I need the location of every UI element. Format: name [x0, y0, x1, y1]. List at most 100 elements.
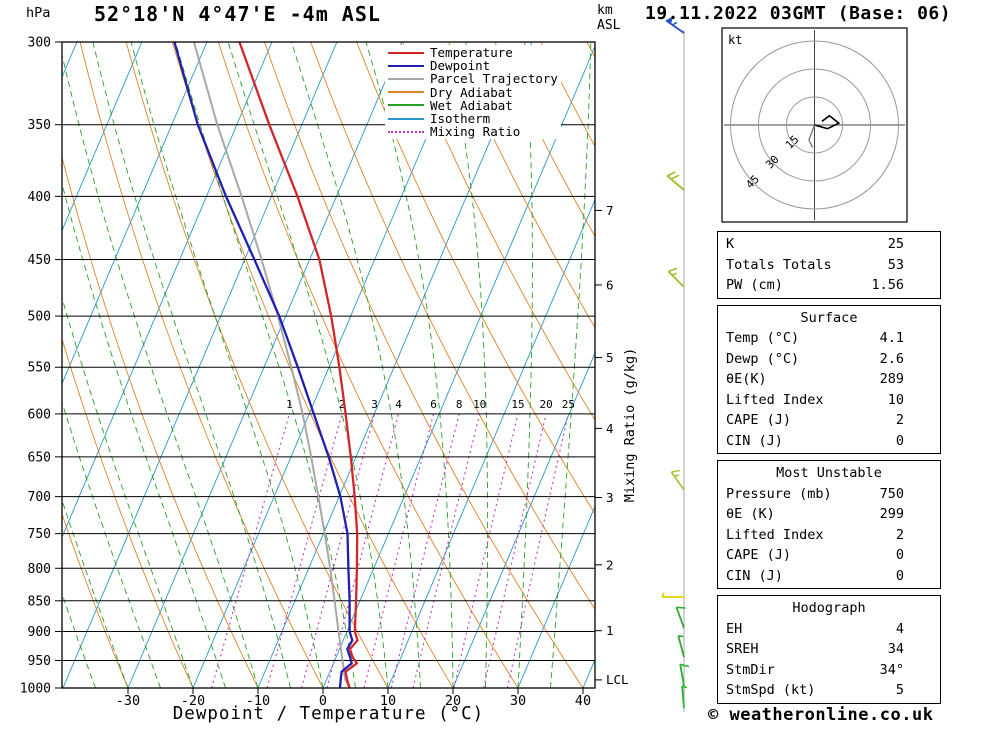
- legend-item: Temperature: [388, 45, 558, 61]
- legend-swatch-mixing-ratio: [388, 130, 424, 133]
- chart-border: [61, 41, 596, 689]
- stat-label: CAPE (J): [726, 547, 792, 563]
- stat-label: θE (K): [726, 506, 775, 522]
- svg-text:550: 550: [28, 361, 51, 376]
- stat-value: 750: [879, 485, 904, 502]
- svg-text:5: 5: [606, 350, 614, 365]
- stat-label: Totals Totals: [726, 256, 832, 273]
- stat-value: 2: [895, 412, 904, 428]
- legend-item: Wet Adiabat: [388, 98, 558, 113]
- hodograph-unit-label: kt: [728, 33, 742, 47]
- svg-text:1: 1: [606, 623, 614, 638]
- stat-value: 289: [879, 371, 904, 387]
- svg-text:6: 6: [606, 277, 614, 292]
- stat-row: θE(K) 289: [726, 369, 932, 390]
- svg-text:0: 0: [319, 693, 327, 709]
- svg-text:850: 850: [28, 594, 51, 609]
- stat-label: Dewp (°C): [726, 350, 800, 367]
- stat-value: 25: [887, 236, 904, 252]
- legend-swatch-isotherm: [388, 117, 424, 120]
- temperature-ticks: -30 -20 -10 0 10 20 30 40: [116, 688, 591, 709]
- svg-text:800: 800: [28, 562, 51, 577]
- wind-barb: [666, 175, 685, 191]
- legend-label: Temperature: [430, 45, 513, 61]
- svg-text:30: 30: [510, 693, 526, 709]
- legend-label: Parcel Trajectory: [430, 71, 558, 87]
- legend-item: Dewpoint: [388, 58, 558, 73]
- stats-block-surface: Surface Temp (°C) 4.1 Dewp (°C) 2.6 θE(K) 289 L…: [717, 304, 941, 454]
- stat-label: PW (cm): [726, 277, 783, 293]
- stat-value: 1.56: [871, 277, 904, 293]
- svg-text:500: 500: [28, 310, 51, 325]
- svg-text:4: 4: [395, 398, 402, 411]
- valid-datetime: 19.11.2022 03GMT (Base: 06): [645, 3, 952, 24]
- wind-barb: [665, 19, 685, 34]
- stat-row: SREH 34: [726, 639, 932, 660]
- pressure-axis-unit: hPa: [26, 5, 51, 21]
- wind-barb: [681, 686, 685, 709]
- parcel-trajectory-curve: [192, 42, 351, 688]
- stat-row: CAPE (J) 2: [726, 410, 932, 431]
- km-ticks: 7 6 5 4 3 2 1 LCL: [595, 203, 629, 687]
- svg-text:350: 350: [28, 118, 51, 133]
- svg-text:20: 20: [539, 398, 552, 411]
- stat-value: 34: [887, 641, 904, 657]
- svg-text:750: 750: [28, 527, 51, 542]
- svg-text:900: 900: [28, 625, 51, 640]
- stats-block: K 25 Totals Totals 53 PW (cm) 1.56: [717, 231, 941, 299]
- svg-text:-20: -20: [181, 693, 205, 709]
- legend-item: Dry Adiabat: [388, 85, 558, 100]
- stat-value: 5: [895, 682, 904, 698]
- asl-unit-label: ASL: [597, 18, 621, 33]
- svg-text:4: 4: [606, 421, 614, 436]
- temperature-curve: [238, 42, 359, 688]
- mixing-ratio-lines: [211, 413, 569, 688]
- stat-row: StmDir 34°: [726, 660, 932, 681]
- stats-block-title: Surface: [800, 309, 858, 326]
- mixing-axis-label: Mixing Ratio (g/kg): [622, 348, 638, 502]
- svg-text:1: 1: [286, 398, 293, 411]
- stat-label: θE(K): [726, 371, 767, 387]
- svg-text:2: 2: [606, 557, 614, 572]
- stat-row: CAPE (J) 0: [726, 545, 932, 566]
- stat-label: SREH: [726, 641, 759, 657]
- stat-label: EH: [726, 620, 743, 637]
- stats-block-title: Most Unstable: [776, 465, 882, 481]
- legend-label: Isotherm: [430, 111, 491, 127]
- stat-label: Temp (°C): [726, 330, 800, 346]
- stat-value: 10: [887, 391, 904, 408]
- stat-row: PW (cm) 1.56: [726, 275, 932, 296]
- stat-row: Dewp (°C) 2.6: [726, 349, 932, 370]
- altitude-axis-unit: km ASL: [597, 3, 620, 33]
- stat-label: StmDir: [726, 661, 775, 678]
- hodograph-trace-upper: [808, 124, 816, 148]
- stat-row: CIN (J) 0: [726, 431, 932, 452]
- stat-value: 0: [895, 547, 904, 563]
- stat-row: EH 4: [726, 619, 932, 640]
- lcl-label: LCL: [606, 672, 629, 687]
- svg-text:6: 6: [430, 398, 437, 411]
- stat-row: θE (K) 299: [726, 504, 932, 525]
- svg-text:2: 2: [339, 398, 346, 411]
- svg-text:3: 3: [606, 490, 614, 505]
- stats-block-title: Hodograph: [792, 600, 866, 616]
- stat-row: Pressure (mb) 750: [726, 484, 932, 505]
- legend-swatch-dry-adiabat: [388, 91, 424, 94]
- svg-text:450: 450: [28, 253, 51, 268]
- svg-text:300: 300: [28, 36, 51, 51]
- svg-text:600: 600: [28, 407, 51, 422]
- stat-row: StmSpd (kt) 5: [726, 680, 932, 701]
- wind-barb: [667, 270, 685, 288]
- hodograph-trace: [814, 114, 841, 130]
- legend-label: Mixing Ratio: [430, 124, 521, 140]
- wind-barb: [677, 635, 685, 658]
- station-title: 52°18'N 4°47'E -4m ASL: [94, 2, 381, 26]
- svg-text:-30: -30: [116, 693, 140, 709]
- stats-block-hodograph: Hodograph EH 4 SREH 34 StmDir 34° StmSpd (kt) 5: [717, 595, 941, 704]
- stat-row: Totals Totals 53: [726, 255, 932, 276]
- stat-value: 2: [895, 526, 904, 543]
- legend-swatch-wet-adiabat: [388, 104, 424, 107]
- stat-value: 53: [887, 256, 904, 273]
